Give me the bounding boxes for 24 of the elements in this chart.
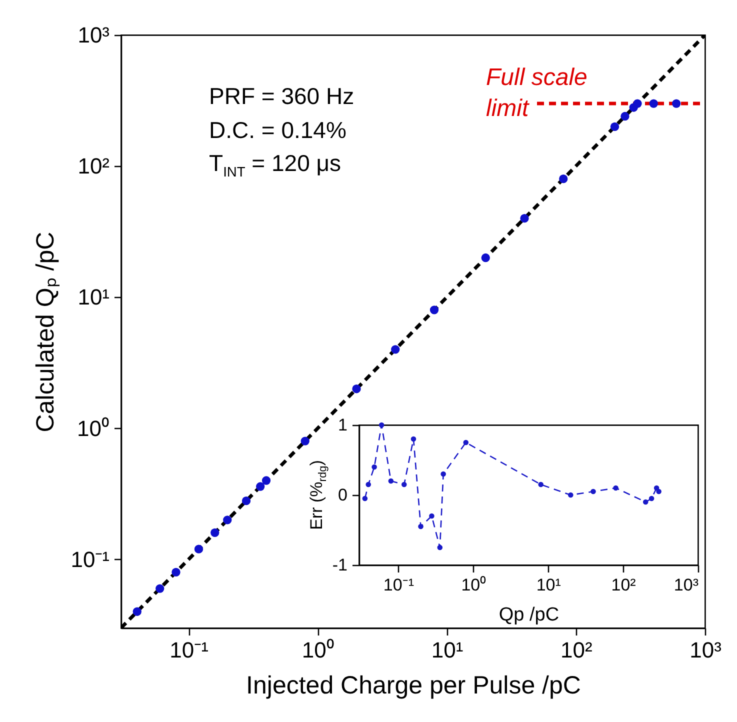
x-tick-label: 10³ [674, 576, 699, 594]
x-tick-label: 10⁰ [461, 576, 486, 594]
y-tick-label: 10¹ [78, 284, 110, 310]
y-tick-label: -1 [332, 556, 348, 574]
x-axis-title: Injected Charge per Pulse /pC [246, 672, 581, 700]
annotation: Full scale limit [486, 63, 588, 124]
annotation: PRF = 360 Hz [209, 83, 354, 109]
y-tick-label: 1 [338, 416, 348, 434]
x-tick-label: 10¹ [536, 576, 562, 594]
y-tick-label: 10⁰ [77, 416, 110, 441]
x-tick-label: 10¹ [431, 638, 464, 662]
y-tick-label: 0 [338, 486, 348, 504]
y-tick-label: 10⁻¹ [70, 546, 110, 572]
annotation: T$_{INT}$ = 120 μs [209, 150, 342, 180]
x-tick-label: 10⁻¹ [170, 638, 208, 662]
x-tick-label: 10³ [690, 638, 722, 662]
y-tick-label: 10² [78, 154, 110, 179]
x-axis-title: Qp /pC [498, 604, 560, 626]
y-tick-label: 10³ [78, 22, 110, 48]
x-tick-label: 10² [611, 576, 636, 594]
x-tick-label: 10² [560, 638, 592, 662]
y-axis-title: Calculated Qₚ /pC [32, 232, 60, 432]
x-tick-label: 10⁻¹ [383, 576, 414, 594]
annotation: D.C. = 0.14% [209, 117, 346, 143]
